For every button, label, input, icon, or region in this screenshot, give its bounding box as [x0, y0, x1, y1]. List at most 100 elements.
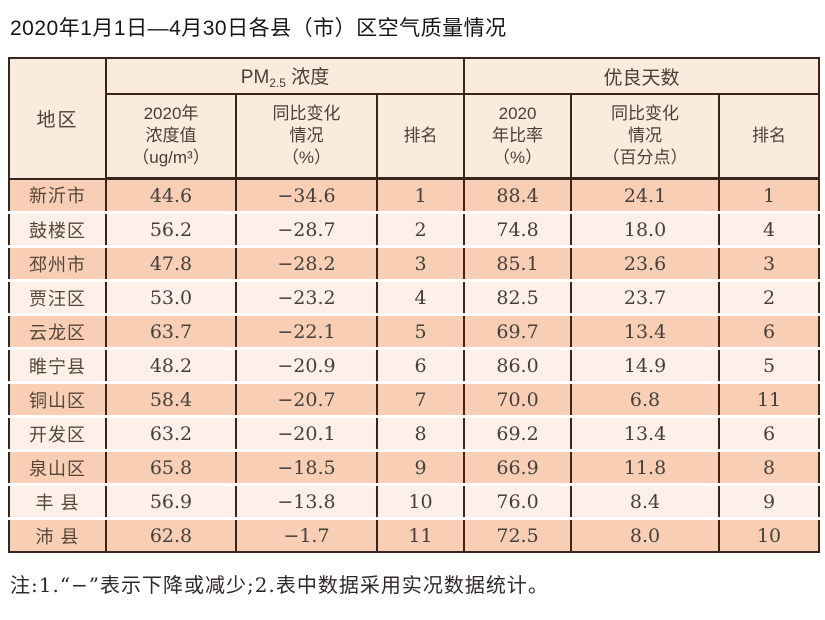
cell-days-rank: 8 — [718, 449, 821, 485]
cell-days-rank: 9 — [718, 483, 821, 519]
cell-days-change: 14.9 — [570, 347, 721, 383]
cell-days-rank: 2 — [718, 279, 821, 315]
cell-pm-value: 47.8 — [105, 245, 237, 281]
cell-days-rate: 70.0 — [463, 381, 573, 417]
cell-days-change: 18.0 — [570, 211, 721, 247]
cell-pm-change: −28.2 — [235, 245, 378, 281]
cell-days-change: 23.6 — [570, 245, 721, 281]
cell-pm-change: −34.6 — [235, 178, 378, 213]
cell-days-change: 24.1 — [570, 178, 721, 213]
table-row: 鼓楼区 56.2 −28.7 2 74.8 18.0 4 — [8, 211, 821, 247]
cell-pm-change: −18.5 — [235, 449, 378, 485]
col-header-region: 地区 — [8, 58, 107, 180]
cell-days-rank: 11 — [718, 381, 821, 417]
cell-days-change: 11.8 — [570, 449, 721, 485]
table-row: 泉山区 65.8 −18.5 9 66.9 11.8 8 — [8, 449, 821, 485]
cell-days-rate: 76.0 — [463, 483, 573, 519]
table-row: 开发区 63.2 −20.1 8 69.2 13.4 6 — [8, 415, 821, 451]
cell-days-rank: 3 — [718, 245, 821, 281]
footnote: 注:1.“−”表示下降或减少;2.表中数据采用实况数据统计。 — [10, 573, 549, 597]
cell-region: 泉山区 — [8, 449, 107, 485]
col-header-pm-rank: 排名 — [375, 94, 466, 180]
cell-days-rate: 69.2 — [463, 415, 573, 451]
cell-pm-rank: 10 — [375, 483, 466, 519]
cell-days-change: 6.8 — [570, 381, 721, 417]
cell-days-change: 13.4 — [570, 313, 721, 349]
cell-region: 鼓楼区 — [8, 211, 107, 247]
table-row: 邳州市 47.8 −28.2 3 85.1 23.6 3 — [8, 245, 821, 281]
cell-pm-rank: 11 — [375, 517, 466, 552]
table-row: 新沂市 44.6 −34.6 1 88.4 24.1 1 — [8, 178, 821, 213]
cell-pm-change: −13.8 — [235, 483, 378, 519]
cell-region: 邳州市 — [8, 245, 107, 281]
cell-pm-rank: 6 — [375, 347, 466, 383]
cell-pm-value: 44.6 — [105, 178, 237, 213]
cell-pm-value: 56.9 — [105, 483, 237, 519]
pm25-label-suffix: 浓度 — [285, 67, 330, 88]
table-row: 铜山区 58.4 −20.7 7 70.0 6.8 11 — [8, 381, 821, 417]
cell-days-rate: 66.9 — [463, 449, 573, 485]
cell-days-rank: 1 — [718, 178, 821, 213]
cell-pm-value: 63.2 — [105, 415, 237, 451]
cell-pm-rank: 3 — [375, 245, 466, 281]
cell-pm-rank: 9 — [375, 449, 466, 485]
cell-pm-rank: 7 — [375, 381, 466, 417]
cell-pm-change: −28.7 — [235, 211, 378, 247]
cell-region: 丰 县 — [8, 483, 107, 519]
cell-pm-change: −22.1 — [235, 313, 378, 349]
cell-region: 云龙区 — [8, 313, 107, 349]
cell-pm-change: −20.1 — [235, 415, 378, 451]
cell-pm-change: −20.9 — [235, 347, 378, 383]
cell-days-rate: 82.5 — [463, 279, 573, 315]
cell-days-rank: 6 — [718, 415, 821, 451]
cell-pm-rank: 2 — [375, 211, 466, 247]
table-row: 沛 县 62.8 −1.7 11 72.5 8.0 10 — [8, 517, 821, 552]
table-row: 丰 县 56.9 −13.8 10 76.0 8.4 9 — [8, 483, 821, 519]
air-quality-table: 地区 PM2.5 浓度 优良天数 2020年 浓度值 （ug/m³） 同比变化 … — [8, 57, 821, 553]
col-header-days-rate: 2020 年比率 （%） — [463, 94, 573, 180]
cell-days-rank: 4 — [718, 211, 821, 247]
cell-pm-value: 62.8 — [105, 517, 237, 552]
cell-pm-rank: 4 — [375, 279, 466, 315]
table-row: 睢宁县 48.2 −20.9 6 86.0 14.9 5 — [8, 347, 821, 383]
cell-days-rank: 5 — [718, 347, 821, 383]
cell-days-rate: 88.4 — [463, 178, 573, 213]
col-group-good-days: 优良天数 — [463, 58, 821, 95]
cell-region: 开发区 — [8, 415, 107, 451]
cell-region: 睢宁县 — [8, 347, 107, 383]
cell-pm-change: −20.7 — [235, 381, 378, 417]
col-header-days-change: 同比变化 情况 （百分点） — [570, 94, 721, 180]
cell-days-change: 8.0 — [570, 517, 721, 552]
cell-region: 沛 县 — [8, 517, 107, 552]
cell-days-rate: 86.0 — [463, 347, 573, 383]
col-group-pm25: PM2.5 浓度 — [104, 58, 466, 95]
cell-days-rank: 10 — [718, 517, 821, 552]
cell-pm-value: 56.2 — [105, 211, 237, 247]
table-row: 贾汪区 53.0 −23.2 4 82.5 23.7 2 — [8, 279, 821, 315]
col-header-pm-value: 2020年 浓度值 （ug/m³） — [105, 94, 237, 180]
cell-days-rate: 74.8 — [463, 211, 573, 247]
col-header-days-rank: 排名 — [718, 94, 821, 180]
table-body: 新沂市 44.6 −34.6 1 88.4 24.1 1 鼓楼区 56.2 −2… — [8, 178, 821, 552]
pm25-subscript: 2.5 — [269, 76, 286, 90]
page-title: 2020年1月1日—4月30日各县（市）区空气质量情况 — [10, 17, 507, 40]
pm25-label: PM — [240, 67, 270, 88]
cell-days-rate: 85.1 — [463, 245, 573, 281]
cell-days-change: 23.7 — [570, 279, 721, 315]
table-header: 地区 PM2.5 浓度 优良天数 2020年 浓度值 （ug/m³） 同比变化 … — [8, 58, 821, 180]
cell-pm-rank: 1 — [375, 178, 466, 213]
cell-days-rank: 6 — [718, 313, 821, 349]
cell-days-rate: 72.5 — [463, 517, 573, 552]
cell-pm-value: 48.2 — [105, 347, 237, 383]
cell-pm-change: −1.7 — [235, 517, 378, 552]
cell-pm-change: −23.2 — [235, 279, 378, 315]
col-header-pm-change: 同比变化 情况 （%） — [235, 94, 378, 180]
cell-region: 新沂市 — [8, 178, 107, 213]
cell-region: 贾汪区 — [8, 279, 107, 315]
cell-pm-value: 63.7 — [105, 313, 237, 349]
cell-pm-rank: 8 — [375, 415, 466, 451]
table-row: 云龙区 63.7 −22.1 5 69.7 13.4 6 — [8, 313, 821, 349]
cell-days-change: 13.4 — [570, 415, 721, 451]
cell-region: 铜山区 — [8, 381, 107, 417]
cell-pm-value: 58.4 — [105, 381, 237, 417]
